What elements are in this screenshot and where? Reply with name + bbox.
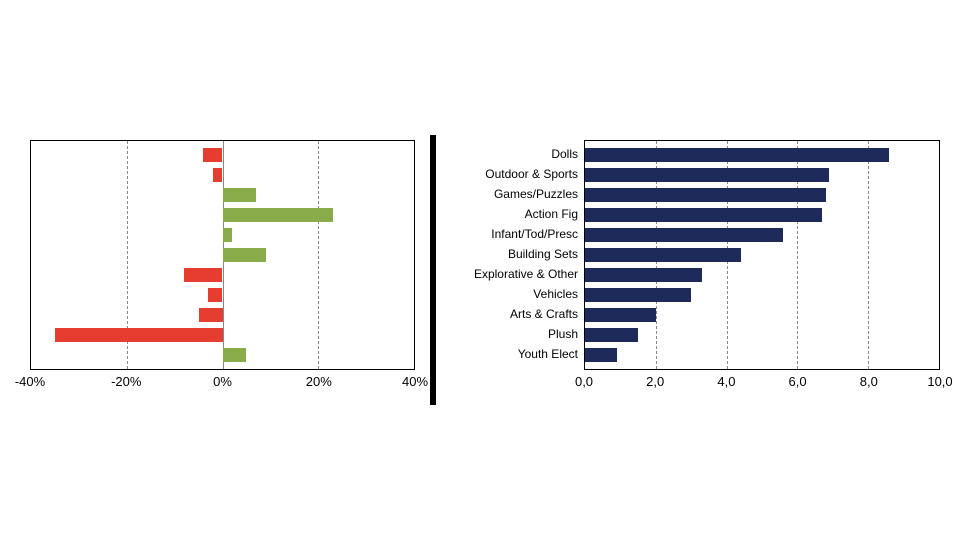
left-x-tick-label: 0% <box>213 374 232 389</box>
left-bar <box>184 268 222 282</box>
right-bar <box>585 348 617 362</box>
right-x-tick-label: 2,0 <box>646 374 664 389</box>
right-category-labels: Dolls Outdoor & Sports Games/Puzzles Action… <box>454 140 584 400</box>
chart-container: -40% -20% 0% 20% 40% Dolls Outdoor & Sports Ga… <box>0 0 980 560</box>
right-category-label: Youth Elect <box>518 348 578 360</box>
right-category-label: Outdoor & Sports <box>485 168 578 180</box>
right-x-tick-label: 8,0 <box>860 374 878 389</box>
right-chart: Dolls Outdoor & Sports Games/Puzzles Action… <box>454 140 960 400</box>
right-category-label: Building Sets <box>508 248 578 260</box>
left-bar <box>213 168 223 182</box>
left-x-tick-label: 20% <box>306 374 332 389</box>
right-category-label: Dolls <box>551 148 578 160</box>
right-x-tick-label: 4,0 <box>717 374 735 389</box>
left-x-tick-label: 40% <box>402 374 428 389</box>
vertical-divider <box>430 135 436 405</box>
left-chart: -40%-20%0%20%40% <box>20 140 420 400</box>
right-x-tick-label: 10,0 <box>927 374 952 389</box>
left-gridline <box>318 141 319 369</box>
right-bar <box>585 168 829 182</box>
right-gridline <box>868 141 869 369</box>
left-bar <box>203 148 222 162</box>
right-category-label: Action Fig <box>525 208 578 220</box>
right-x-axis: 0,02,04,06,08,010,0 <box>584 374 940 394</box>
right-bar <box>585 328 638 342</box>
left-x-tick-label: -40% <box>15 374 45 389</box>
right-bar <box>585 268 702 282</box>
right-bar <box>585 248 741 262</box>
right-plot-area <box>584 140 940 370</box>
left-x-tick-label: -20% <box>111 374 141 389</box>
right-category-label: Explorative & Other <box>474 268 578 280</box>
right-bar <box>585 208 822 222</box>
left-bar <box>199 308 223 322</box>
left-bar <box>55 328 223 342</box>
right-bar <box>585 288 691 302</box>
right-x-tick-label: 6,0 <box>789 374 807 389</box>
left-bar <box>223 188 257 202</box>
right-bar <box>585 228 783 242</box>
right-x-tick-label: 0,0 <box>575 374 593 389</box>
right-bar <box>585 188 826 202</box>
right-category-label: Games/Puzzles <box>494 188 578 200</box>
right-category-label: Plush <box>548 328 578 340</box>
left-bar <box>223 248 266 262</box>
left-bar <box>208 288 222 302</box>
left-bar <box>223 228 233 242</box>
right-category-label: Vehicles <box>533 288 578 300</box>
right-category-label: Infant/Tod/Presc <box>491 228 578 240</box>
left-x-axis: -40%-20%0%20%40% <box>30 374 415 394</box>
right-bar <box>585 148 889 162</box>
right-bar <box>585 308 656 322</box>
left-bar <box>223 348 247 362</box>
right-category-label: Arts & Crafts <box>510 308 578 320</box>
left-plot-area <box>30 140 415 370</box>
left-bar <box>223 208 333 222</box>
